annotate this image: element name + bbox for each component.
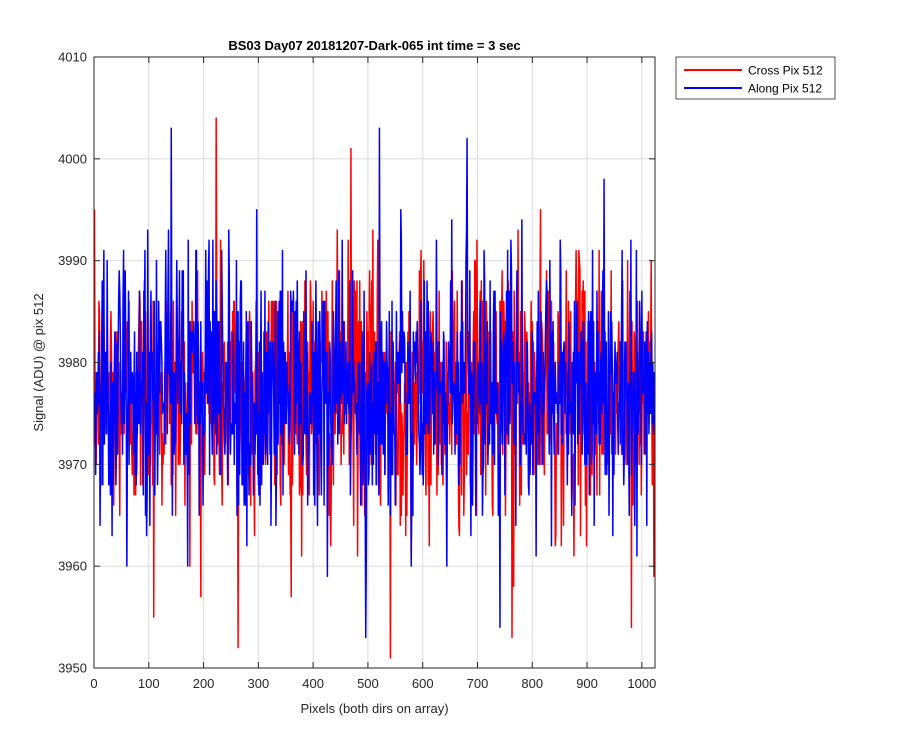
y-tick-label: 4010	[58, 50, 87, 65]
x-tick-label: 800	[521, 676, 543, 691]
y-tick-label: 3950	[58, 661, 87, 676]
y-tick-label: 3980	[58, 355, 87, 370]
series-layer	[94, 117, 655, 659]
x-tick-label: 400	[302, 676, 324, 691]
axes: 0 100 200 300 400 500 600 700 800 900 1000 3950 3960…	[58, 50, 656, 692]
y-axis-label: Signal (ADU) @ pix 512	[31, 293, 46, 431]
y-tick-label: 3960	[58, 559, 87, 574]
y-tick-label: 3970	[58, 457, 87, 472]
series-line-along-pix	[94, 127, 655, 639]
x-tick-label: 200	[193, 676, 215, 691]
x-tick-label: 1000	[627, 676, 656, 691]
y-tick-label: 4000	[58, 151, 87, 166]
x-tick-label: 600	[412, 676, 434, 691]
legend-label-along: Along Pix 512	[748, 82, 822, 96]
x-tick-label: 0	[90, 676, 97, 691]
x-tick-label: 700	[467, 676, 489, 691]
legend: Cross Pix 512 Along Pix 512	[675, 56, 836, 100]
x-axis-label: Pixels (both dirs on array)	[300, 701, 448, 716]
x-tick-label: 100	[138, 676, 160, 691]
x-tick-label: 500	[357, 676, 379, 691]
x-tick-label: 300	[248, 676, 270, 691]
chart-title: BS03 Day07 20181207-Dark-065 int time = …	[228, 38, 520, 53]
y-tick-label: 3990	[58, 253, 87, 268]
legend-box	[675, 56, 836, 100]
legend-label-cross: Cross Pix 512	[748, 64, 823, 78]
x-tick-label: 900	[576, 676, 598, 691]
